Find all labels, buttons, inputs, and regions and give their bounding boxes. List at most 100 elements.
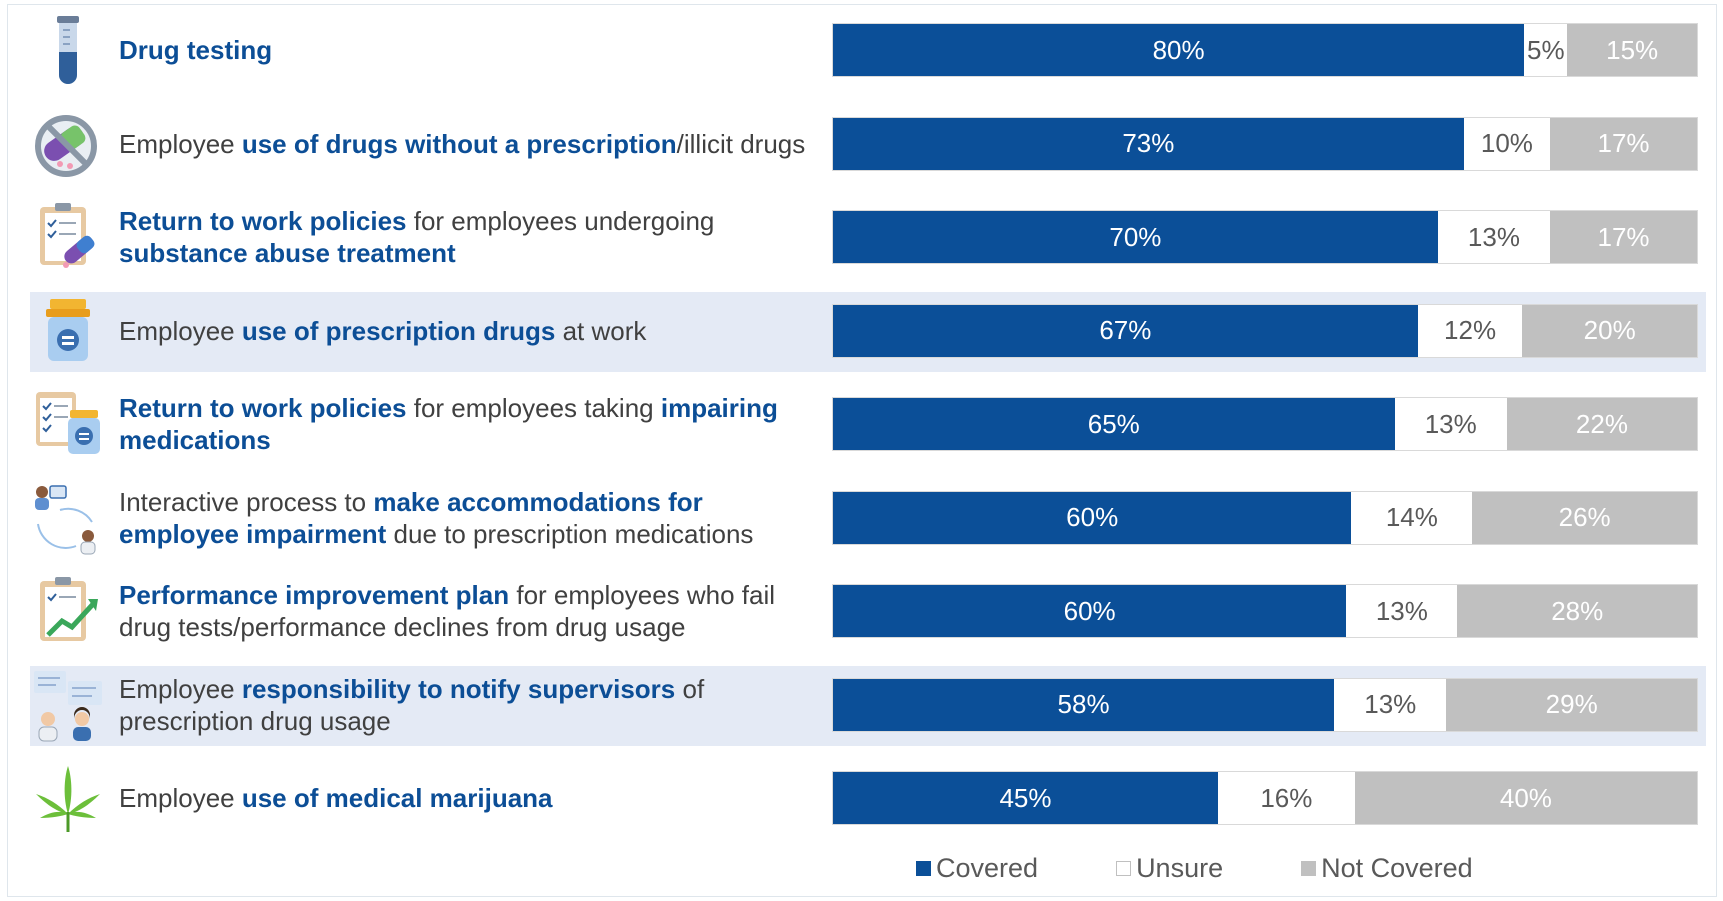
category-label-part: use of prescription drugs xyxy=(241,315,556,346)
data-label-covered: 67% xyxy=(1099,315,1152,345)
bar-segment-not-covered: 26% xyxy=(1472,491,1697,544)
notify-supervisors-icon xyxy=(30,667,106,743)
data-label-covered: 65% xyxy=(1087,408,1140,439)
bar-segment-unsure: 16% xyxy=(1217,772,1355,824)
bar-segment-unsure: 10% xyxy=(1463,117,1551,170)
bar-segment-unsure: 13% xyxy=(1346,585,1458,637)
category-label-part: Employee xyxy=(119,783,242,813)
bar-segment-not-covered: 17% xyxy=(1550,211,1697,263)
legend-swatch-covered xyxy=(916,860,931,876)
data-label-unsure: 5% xyxy=(1526,34,1565,65)
bar-segment-covered: 60% xyxy=(833,585,1347,637)
bar-segment-covered: 73% xyxy=(833,117,1464,170)
bar-segment-not-covered: 28% xyxy=(1457,585,1697,637)
cannabis-leaf-icon xyxy=(30,760,106,836)
clipboard-bottle-icon xyxy=(30,386,106,462)
category-label: Employee use of medical marijuana xyxy=(119,782,819,814)
bar-segment-not-covered: 22% xyxy=(1506,398,1697,450)
data-label-not-covered: 26% xyxy=(1558,502,1611,532)
data-label-unsure: 13% xyxy=(1375,595,1428,626)
chart-frame xyxy=(7,4,1717,897)
bar-segment-not-covered: 20% xyxy=(1522,304,1697,357)
bar-segment-covered: 80% xyxy=(833,24,1525,76)
bar-segment-not-covered: 17% xyxy=(1550,117,1697,170)
category-label-part: impairing medications xyxy=(119,393,778,455)
data-label-not-covered: 40% xyxy=(1499,782,1552,813)
category-label-part: Interactive process to xyxy=(119,486,374,517)
bar-segment-covered: 60% xyxy=(833,491,1352,544)
data-label-not-covered: 17% xyxy=(1597,221,1650,252)
category-label-part: use of drugs without a prescription xyxy=(241,128,677,159)
stacked-bar: 80% 5% 15% xyxy=(832,23,1698,77)
category-label-part: Return to work policies xyxy=(119,393,407,423)
category-label-part: responsibility to notify supervisors xyxy=(241,673,676,704)
category-label-part: due to prescription medications xyxy=(386,518,754,549)
category-label: Employee use of prescription drugs at wo… xyxy=(119,315,819,347)
stacked-bar: 73% 10% 17% xyxy=(832,116,1698,171)
stacked-bar: 58% 13% 29% xyxy=(832,677,1698,732)
category-label: Drug testing xyxy=(119,34,819,66)
category-label: Return to work policies for employees ta… xyxy=(119,392,819,456)
bar-segment-unsure: 5% xyxy=(1524,24,1568,76)
data-label-unsure: 13% xyxy=(1467,221,1520,252)
category-label-part: for employees who fail drug tests/perfor… xyxy=(119,580,776,642)
category-label-part: Employee xyxy=(119,128,242,159)
category-label-part: use of medical marijuana xyxy=(241,783,553,813)
legend-label-not-covered: Not Covered xyxy=(1321,852,1473,883)
category-label-part: for employees undergoing xyxy=(406,206,715,236)
legend-item-covered: Covered xyxy=(916,853,1038,884)
data-label-not-covered: 20% xyxy=(1583,315,1636,345)
bar-segment-covered: 67% xyxy=(833,304,1418,357)
data-label-covered: 80% xyxy=(1152,34,1205,65)
category-label-part: of prescription drug usage xyxy=(119,673,705,736)
improvement-chart-icon xyxy=(30,573,106,649)
no-pills-icon xyxy=(30,106,106,182)
legend-swatch-unsure xyxy=(1116,860,1132,876)
bar-segment-covered: 45% xyxy=(833,772,1218,824)
legend-swatch-not-covered xyxy=(1301,860,1317,876)
data-label-not-covered: 28% xyxy=(1551,595,1604,626)
data-label-covered: 45% xyxy=(999,782,1052,813)
bar-segment-covered: 58% xyxy=(833,678,1335,731)
data-label-unsure: 16% xyxy=(1260,782,1313,813)
stacked-bar: 70% 13% 17% xyxy=(832,210,1698,264)
category-label-part: substance abuse treatment xyxy=(119,238,456,268)
category-label-part: make accommodations for employee impairm… xyxy=(119,486,703,549)
data-label-unsure: 13% xyxy=(1364,689,1417,719)
bar-segment-not-covered: 15% xyxy=(1567,24,1697,76)
legend-label-covered: Covered xyxy=(936,852,1039,883)
category-label-part: /illicit drugs xyxy=(676,128,806,159)
test-tube-icon xyxy=(30,12,106,88)
stacked-bar: 67% 12% 20% xyxy=(832,303,1698,358)
legend-label-unsure: Unsure xyxy=(1136,852,1224,883)
data-label-not-covered: 22% xyxy=(1575,408,1628,439)
legend-item-unsure: Unsure xyxy=(1116,853,1223,884)
bar-segment-covered: 65% xyxy=(833,398,1395,450)
legend: Covered Unsure Not Covered xyxy=(916,852,1551,884)
bar-segment-covered: 70% xyxy=(833,211,1438,263)
data-label-not-covered: 29% xyxy=(1545,689,1598,719)
stacked-bar: 60% 13% 28% xyxy=(832,584,1698,638)
bar-segment-not-covered: 29% xyxy=(1446,678,1697,731)
data-label-unsure: 10% xyxy=(1480,128,1533,158)
bar-segment-unsure: 13% xyxy=(1437,211,1551,263)
bar-segment-unsure: 12% xyxy=(1417,304,1523,357)
bar-segment-unsure: 13% xyxy=(1394,398,1507,450)
data-label-unsure: 13% xyxy=(1424,408,1477,439)
data-label-covered: 73% xyxy=(1122,128,1175,158)
category-label-part: Employee xyxy=(119,315,242,346)
bar-segment-not-covered: 40% xyxy=(1354,772,1697,824)
stacked-bar: 65% 13% 22% xyxy=(832,397,1698,451)
data-label-not-covered: 15% xyxy=(1606,34,1659,65)
category-label: Interactive process to make accommodatio… xyxy=(119,486,819,550)
category-label: Performance improvement plan for employe… xyxy=(119,579,819,643)
interactive-process-icon xyxy=(30,480,106,556)
stacked-bar: 45% 16% 40% xyxy=(832,771,1698,825)
stacked-bar: 60% 14% 26% xyxy=(832,490,1698,545)
category-label-part: Employee xyxy=(119,673,242,704)
category-label-part: Drug testing xyxy=(119,35,273,65)
category-label-part: for employees taking xyxy=(406,393,661,423)
category-label: Employee responsibility to notify superv… xyxy=(119,673,819,737)
data-label-not-covered: 17% xyxy=(1597,128,1650,158)
data-label-covered: 60% xyxy=(1066,502,1119,532)
